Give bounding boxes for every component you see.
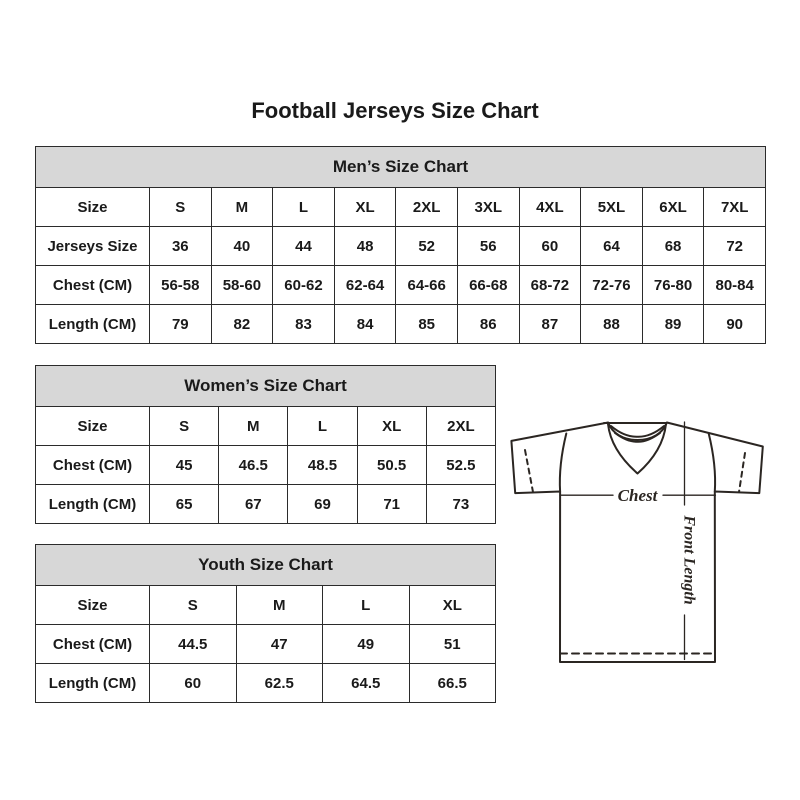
svg-text:Chest: Chest [618, 486, 659, 505]
svg-text:Front Length: Front Length [681, 514, 698, 604]
